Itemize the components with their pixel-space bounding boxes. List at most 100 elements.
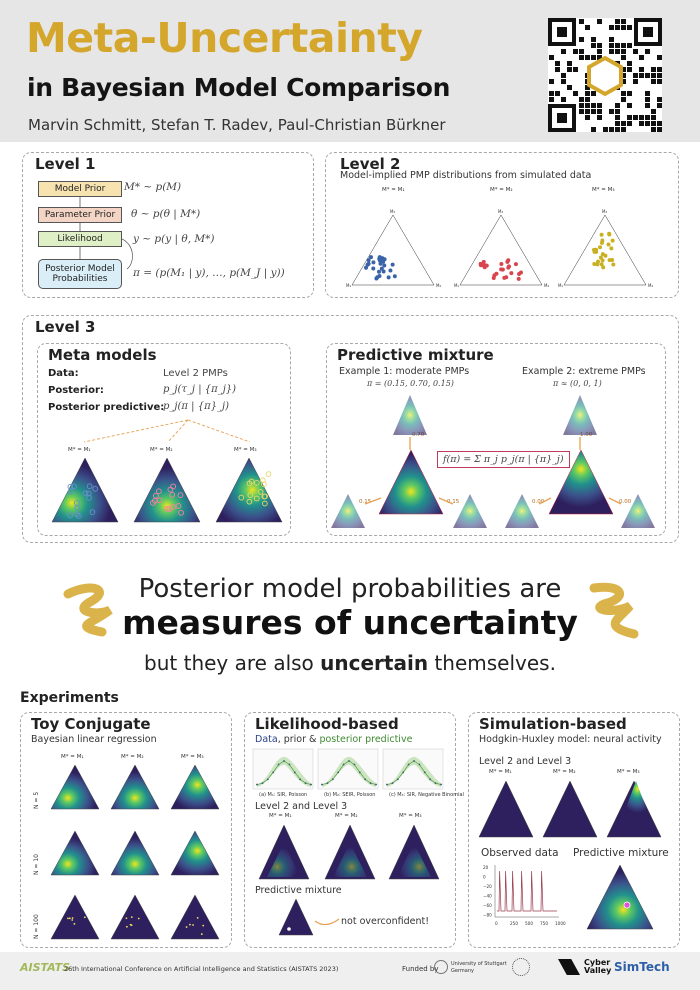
toy-point <box>71 919 74 921</box>
level2-caption-1: M* = M₁ <box>382 187 405 193</box>
ex2-component-left <box>505 494 539 528</box>
ex1-weight-left: 0.15 <box>359 499 372 505</box>
pmp-point <box>499 262 504 267</box>
toy-density-n2-m1 <box>110 894 160 940</box>
meta-models-title: Meta models <box>48 346 157 364</box>
pmp-point <box>513 262 518 267</box>
sim-caption-3: M* = M₃ <box>617 769 640 775</box>
pmp-point <box>371 260 376 265</box>
simulation-section2: Level 2 and Level 3 <box>479 756 572 767</box>
meta-pmp-point <box>166 506 173 512</box>
pmp-point <box>499 267 504 272</box>
aistats-logo: AISTATS <box>20 961 71 974</box>
meta-pmp-point <box>262 493 268 500</box>
pmp-point <box>392 274 397 279</box>
ex1-component-left <box>331 494 365 528</box>
pmp-point <box>366 261 371 266</box>
level3-title: Level 3 <box>35 318 96 336</box>
pmp-point <box>386 275 391 280</box>
sim-ytick: −20 <box>483 884 492 889</box>
pmp-point <box>592 262 597 267</box>
meta-pmp-point <box>265 471 272 477</box>
toy-point <box>71 917 74 919</box>
meta-pmp-point <box>153 492 159 499</box>
meta-row-value-posterior: p_j(τ_j | {π_j}) <box>163 384 237 395</box>
toy-density-n0-m2 <box>170 764 220 810</box>
pmp-point <box>482 265 487 270</box>
toy-density-n1-m2 <box>170 830 220 876</box>
meta-pmp-point <box>92 485 99 492</box>
qr-code[interactable] <box>548 18 662 132</box>
pmp-point <box>609 246 614 251</box>
toy-point <box>130 924 133 927</box>
pmp-point <box>376 269 381 274</box>
sim-xtick: 250 <box>510 921 518 926</box>
ex2-arrow-right <box>608 497 622 505</box>
node-posterior-model-probabilities: Posterior Model Probabilities <box>38 259 122 289</box>
meta-pmp-point <box>175 503 182 509</box>
simulation-plots: 0 250 500 750 1000 20 0 −20 −40 −60 −80 <box>478 780 662 930</box>
level2-caption-2: M* = M₂ <box>490 187 513 193</box>
lik-caption-2: M* = M₂ <box>335 813 358 819</box>
node-parameter-prior: Parameter Prior <box>38 207 122 223</box>
vertex-label-left: M₁ <box>558 283 563 288</box>
likelihood-based-panel: Likelihood-based Data, prior & posterior… <box>244 712 464 948</box>
meta-pmp-point <box>75 513 82 519</box>
pmp-point <box>600 258 605 263</box>
sim-mixture-triangle <box>586 864 654 930</box>
lik-data-point <box>375 783 377 786</box>
pmp-point <box>369 255 374 260</box>
sim-ytick: −40 <box>483 894 492 899</box>
pmp-point <box>598 255 603 260</box>
uni-country: Germany <box>451 968 474 974</box>
pmp-point <box>603 253 608 258</box>
lik-plot-caption-1: (a) M₁: SIR, Poisson <box>259 792 308 798</box>
ex2-component-top <box>563 395 597 435</box>
cyber-valley-logo: Cyber Valley <box>584 958 612 975</box>
meta-pmp-point <box>170 483 176 490</box>
sim-ytick: 20 <box>483 865 489 870</box>
likelihood-title: Likelihood-based <box>255 715 399 733</box>
predictive-mixture-panel: Predictive mixture Example 1: moderate P… <box>326 343 666 536</box>
lik-density-core-2 <box>333 843 367 877</box>
meta-pmp-point <box>257 488 264 495</box>
ex2-weight-right: 0.00 <box>619 499 632 505</box>
toy-density-n0-m0 <box>50 764 100 810</box>
lik-mixture-point <box>287 927 291 931</box>
lik-curve <box>386 760 442 785</box>
meta-row-label-posterior-predictive: Posterior predictive: <box>48 402 165 413</box>
meta-pmp-point <box>150 500 156 506</box>
experiments-title: Experiments <box>20 690 119 706</box>
pmp-point <box>494 271 499 276</box>
lik-caption-3: M* = M₃ <box>399 813 422 819</box>
toy-point <box>125 917 128 920</box>
meta-pmp-point <box>169 492 176 498</box>
pmp-point <box>371 266 376 271</box>
level2-subtitle: Model-implied PMP distributions from sim… <box>340 170 592 181</box>
pmp-point <box>377 255 382 260</box>
meta-pmp-point <box>262 500 268 507</box>
structures-logo <box>512 958 530 976</box>
toy-point <box>196 917 199 919</box>
toy-point <box>73 922 76 925</box>
toy-point <box>125 925 128 928</box>
sim-caption-2: M* = M₂ <box>553 769 576 775</box>
meta-density-2 <box>133 457 201 523</box>
vertex-label-left: M₁ <box>346 283 351 288</box>
pmp-point <box>366 258 371 263</box>
message-line3-b: uncertain <box>320 651 429 675</box>
pmp-point <box>505 259 510 264</box>
pmp-point <box>610 258 615 263</box>
pmp-point <box>516 276 521 281</box>
ex1-arrow-right <box>438 497 454 505</box>
left-gold-swirl <box>63 583 113 637</box>
pmp-point <box>374 276 379 281</box>
sim-density-2 <box>542 780 598 838</box>
not-overconfident-note: not overconfident! <box>341 916 430 927</box>
toy-density-n2-m0 <box>50 894 100 940</box>
toy-point <box>200 933 203 935</box>
meta-pmp-point <box>259 477 266 484</box>
vertex-label-top: M₃ <box>602 209 607 214</box>
likelihood-subtitle-mid: , prior & <box>277 734 320 745</box>
meta-pmp-point <box>253 495 260 502</box>
